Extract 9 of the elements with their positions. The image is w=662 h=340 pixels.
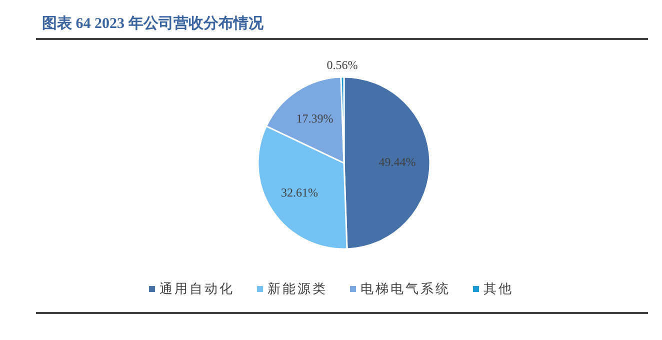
- legend-label: 其他: [482, 281, 514, 298]
- data-label: 32.61%: [280, 185, 318, 200]
- legend-label: 通用自动化: [158, 281, 234, 298]
- data-label: 49.44%: [378, 155, 416, 170]
- data-label: 17.39%: [296, 111, 334, 126]
- legend-label: 新能源类: [266, 281, 328, 298]
- legend-label: 电梯电气系统: [360, 281, 450, 298]
- data-label: 0.56%: [326, 58, 358, 72]
- chart-title: 图表 64 2023 年公司营收分布情况: [42, 14, 264, 33]
